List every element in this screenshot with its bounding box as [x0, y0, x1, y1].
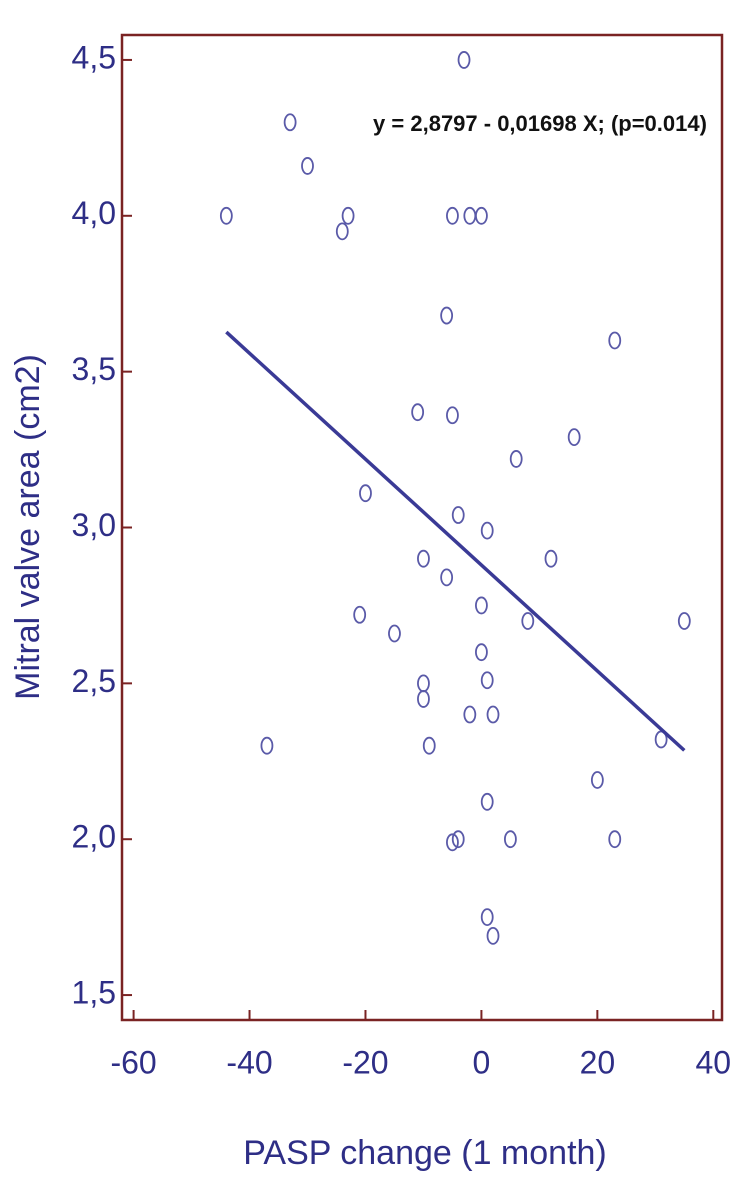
data-point — [475, 643, 488, 662]
equation-annotation: y = 2,8797 - 0,01698 X; (p=0.014) — [373, 111, 707, 136]
x-tick-label: 40 — [696, 1044, 732, 1080]
data-point — [457, 51, 471, 69]
data-point — [417, 549, 430, 568]
data-point — [446, 833, 459, 852]
y-axis-label: Mitral valve area (cm2) — [9, 354, 47, 700]
data-point — [480, 671, 494, 690]
data-point — [341, 206, 355, 225]
data-point — [260, 736, 274, 755]
data-point — [451, 830, 465, 849]
data-point — [475, 206, 488, 225]
data-point — [411, 403, 425, 422]
data-point — [388, 624, 401, 643]
data-point — [608, 331, 622, 350]
data-point — [486, 926, 500, 945]
data-point — [440, 306, 454, 325]
data-point — [446, 206, 459, 225]
data-point — [335, 222, 349, 241]
y-tick-label: 3,5 — [72, 351, 116, 387]
data-point — [504, 830, 517, 849]
x-tick-label: 0 — [473, 1044, 491, 1080]
data-point — [301, 157, 314, 175]
data-point — [359, 484, 372, 503]
data-point — [353, 605, 367, 624]
data-point — [480, 908, 494, 927]
data-point — [422, 736, 436, 755]
data-point — [417, 674, 430, 693]
data-point — [544, 549, 558, 568]
data-point — [463, 705, 477, 724]
data-point — [463, 206, 477, 225]
data-point — [521, 612, 535, 630]
data-point — [567, 428, 581, 447]
data-point — [590, 771, 604, 789]
y-tick-label: 4,5 — [72, 39, 116, 75]
y-tick-label: 3,0 — [72, 507, 116, 543]
x-tick-label: -60 — [110, 1044, 156, 1080]
data-point — [480, 792, 494, 811]
x-axis-label: PASP change (1 month) — [243, 1134, 607, 1172]
y-tick-label: 4,0 — [72, 195, 116, 231]
data-point — [283, 113, 297, 132]
data-point — [677, 612, 691, 630]
y-tick-label: 2,0 — [72, 819, 116, 855]
regression-line — [225, 330, 686, 752]
data-point — [219, 206, 233, 225]
data-point — [509, 450, 523, 468]
data-point — [480, 521, 494, 540]
plot-frame — [120, 33, 724, 1022]
x-tick-label: -20 — [342, 1044, 388, 1080]
y-tick-label: 1,5 — [72, 975, 116, 1011]
x-tick-label: -40 — [226, 1044, 272, 1080]
data-point — [486, 705, 500, 724]
data-point — [446, 406, 459, 425]
data-point — [608, 830, 622, 849]
data-point — [440, 568, 454, 587]
data-point — [475, 596, 488, 615]
x-tick-label: 20 — [580, 1044, 616, 1080]
data-point — [451, 506, 465, 524]
data-point — [417, 690, 430, 708]
y-tick-label: 2,5 — [72, 663, 116, 699]
